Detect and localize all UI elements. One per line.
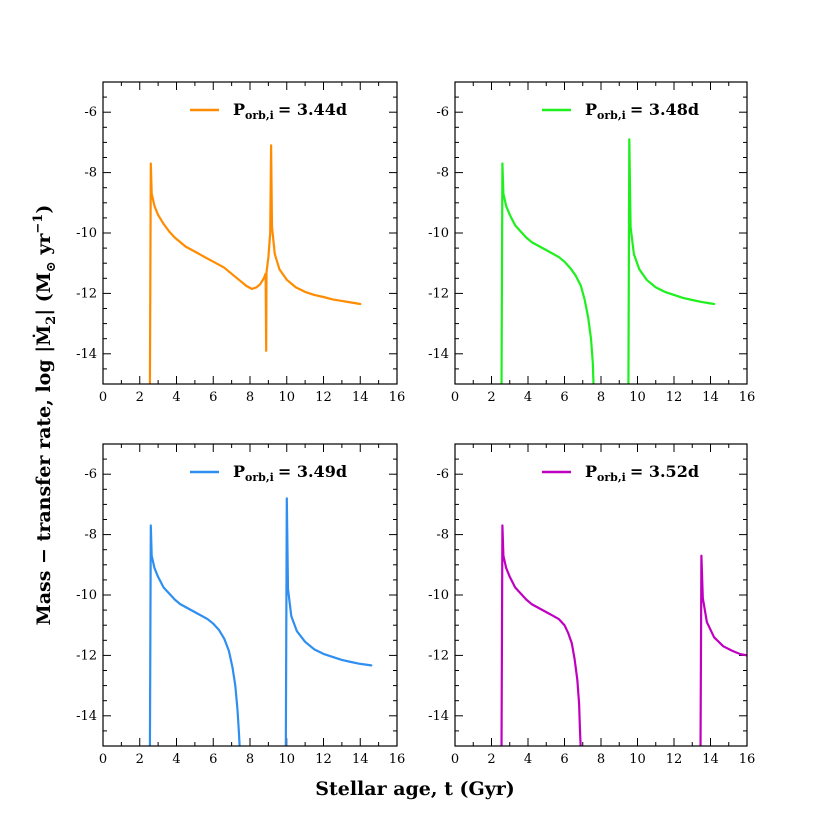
x-tick-label: 6 <box>209 390 217 405</box>
x-tick-label: 0 <box>99 752 107 767</box>
y-tick-label: -10 <box>76 588 97 603</box>
x-tick-label: 14 <box>352 390 369 405</box>
x-tick-label: 6 <box>560 390 568 405</box>
x-tick-label: 12 <box>666 752 683 767</box>
y-tick-label: -10 <box>428 226 449 241</box>
y-tick-label: -14 <box>76 347 97 362</box>
panel-2: 0 2 4 6 8 10 12 14 16 -6 -8 -10 -12 -14 Porb,i = 3.48d <box>428 81 756 405</box>
series-line-2 <box>699 554 747 746</box>
legend-subscript: orb,i <box>245 471 274 484</box>
x-tick-label: 16 <box>739 390 756 405</box>
series-line-2 <box>284 497 373 746</box>
y-tick-label: -8 <box>84 528 97 543</box>
plot-frame <box>454 81 748 385</box>
x-tick-label: 2 <box>487 390 495 405</box>
legend-value: = 3.44d <box>278 100 347 119</box>
x-tick-label: 12 <box>315 752 332 767</box>
legend-symbol: P <box>233 462 245 481</box>
x-tick-label: 4 <box>524 390 532 405</box>
x-tick-label: 0 <box>451 752 459 767</box>
y-tick-label: -12 <box>76 286 97 301</box>
x-tick-label: 14 <box>702 752 719 767</box>
y-tick-label: -14 <box>428 347 449 362</box>
plot-frame <box>102 443 398 747</box>
x-tick-label: 2 <box>136 390 144 405</box>
y-title-sun: ⊙ <box>44 261 59 272</box>
x-tick-label: 4 <box>524 752 532 767</box>
y-title-mid: | (M <box>33 272 55 316</box>
legend-symbol: P <box>585 100 597 119</box>
x-tick-label: 0 <box>451 390 459 405</box>
x-tick-label: 14 <box>702 390 719 405</box>
y-title-exp: −1 <box>31 214 46 234</box>
x-tick-label: 0 <box>99 390 107 405</box>
x-tick-label: 10 <box>629 390 646 405</box>
y-tick-label: -6 <box>436 105 449 120</box>
legend-label: Porb,i = 3.48d <box>585 100 699 122</box>
y-tick-label: -8 <box>84 166 97 181</box>
y-tick-label: -12 <box>428 648 449 663</box>
y-tick-label: -12 <box>428 286 449 301</box>
x-tick-label: 16 <box>389 390 406 405</box>
y-tick-label: -8 <box>436 166 449 181</box>
legend-label: Porb,i = 3.44d <box>233 100 347 122</box>
y-tick-label: -8 <box>436 528 449 543</box>
x-tick-label: 6 <box>209 752 217 767</box>
x-tick-label: 2 <box>487 752 495 767</box>
x-tick-label: 14 <box>352 752 369 767</box>
x-tick-label: 8 <box>246 752 254 767</box>
legend-subscript: orb,i <box>597 109 626 122</box>
x-tick-label: 6 <box>560 752 568 767</box>
y-tick-label: -14 <box>76 709 97 724</box>
x-tick-label: 8 <box>246 390 254 405</box>
series-line-2 <box>627 138 716 384</box>
x-tick-label: 16 <box>389 752 406 767</box>
x-tick-label: 10 <box>278 390 295 405</box>
y-tick-label: -6 <box>84 105 97 120</box>
legend-symbol: P <box>585 462 597 481</box>
series-line <box>148 524 241 746</box>
y-tick-label: -6 <box>436 467 449 482</box>
y-title-unit: yr <box>33 233 55 262</box>
y-axis-title: Mass − transfer rate, log |Ṁ2| (M⊙ yr−1) <box>31 205 59 626</box>
legend-label: Porb,i = 3.52d <box>585 462 699 484</box>
panel-1: 0 2 4 6 8 10 12 14 16 -6 -8 -10 -12 -14 Porb,i = 3.44d <box>76 81 406 405</box>
x-tick-label: 4 <box>172 390 180 405</box>
y-title-end: ) <box>33 205 55 214</box>
plot-frame <box>102 81 398 385</box>
x-tick-label: 12 <box>315 390 332 405</box>
y-tick-label: -12 <box>76 648 97 663</box>
legend-subscript: orb,i <box>245 109 274 122</box>
x-tick-label: 8 <box>597 390 605 405</box>
series-line <box>500 524 582 746</box>
x-tick-label: 12 <box>666 390 683 405</box>
legend-label: Porb,i = 3.49d <box>233 462 347 484</box>
y-title-prefix: Mass − transfer rate, log |Ṁ <box>32 325 55 626</box>
y-title-sub: 2 <box>44 316 59 325</box>
series-line <box>500 162 595 384</box>
x-tick-label: 16 <box>739 752 756 767</box>
panel-4: 0 2 4 6 8 10 12 14 16 -6 -8 -10 -12 -14 Porb,i = 3.52d <box>428 443 756 767</box>
panel-3: 0 2 4 6 8 10 12 14 16 -6 -8 -10 -12 -14 Porb,i = 3.49d <box>76 443 406 767</box>
series-line <box>148 144 362 384</box>
y-tick-label: -6 <box>84 467 97 482</box>
legend-value: = 3.48d <box>630 100 699 119</box>
x-tick-label: 4 <box>172 752 180 767</box>
x-tick-label: 10 <box>629 752 646 767</box>
y-tick-label: -10 <box>76 226 97 241</box>
legend-value: = 3.49d <box>278 462 347 481</box>
legend-subscript: orb,i <box>597 471 626 484</box>
legend-symbol: P <box>233 100 245 119</box>
x-tick-label: 10 <box>278 752 295 767</box>
plot-frame <box>454 443 748 747</box>
x-axis-title: Stellar age, t (Gyr) <box>315 778 515 800</box>
x-tick-label: 2 <box>136 752 144 767</box>
y-tick-label: -10 <box>428 588 449 603</box>
legend-value: = 3.52d <box>630 462 699 481</box>
y-tick-label: -14 <box>428 709 449 724</box>
x-tick-label: 8 <box>597 752 605 767</box>
